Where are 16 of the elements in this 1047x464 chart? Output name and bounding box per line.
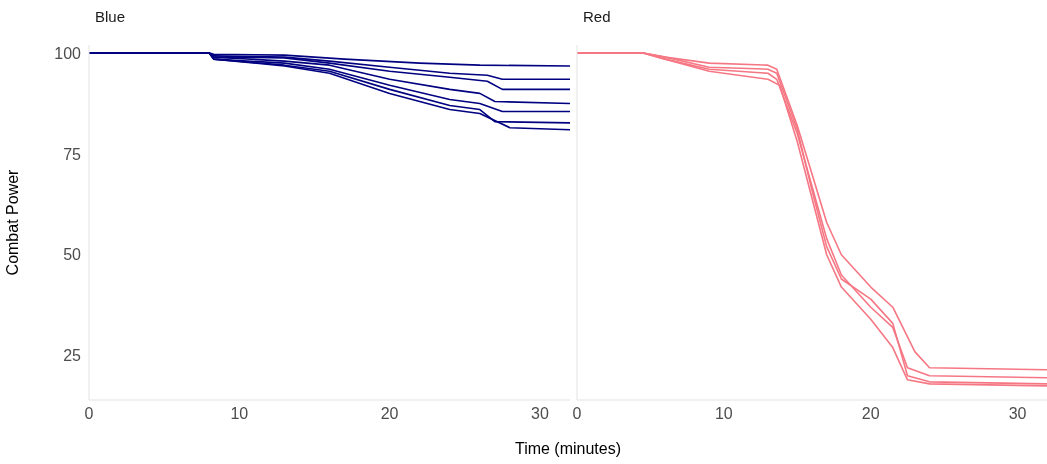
y-axis-title: Combat Power (3, 168, 21, 276)
x-tick-label: 10 (230, 405, 249, 423)
chart-title: Blue (95, 8, 126, 25)
x-axis-title: Time (minutes) (513, 440, 623, 458)
y-tick-label: 100 (54, 44, 82, 62)
x-tick-label: 0 (572, 405, 582, 423)
chart-title: Red (583, 8, 611, 25)
x-tick-label: 0 (84, 405, 94, 423)
y-tick-label: 25 (63, 347, 82, 365)
y-tick-label: 50 (63, 246, 82, 264)
y-tick-label: 75 (63, 145, 82, 163)
x-tick-label: 20 (861, 405, 880, 423)
x-tick-label: 30 (531, 405, 549, 423)
x-tick-label: 20 (380, 405, 399, 423)
x-tick-label: 30 (1008, 405, 1027, 423)
x-tick-label: 10 (714, 405, 733, 423)
